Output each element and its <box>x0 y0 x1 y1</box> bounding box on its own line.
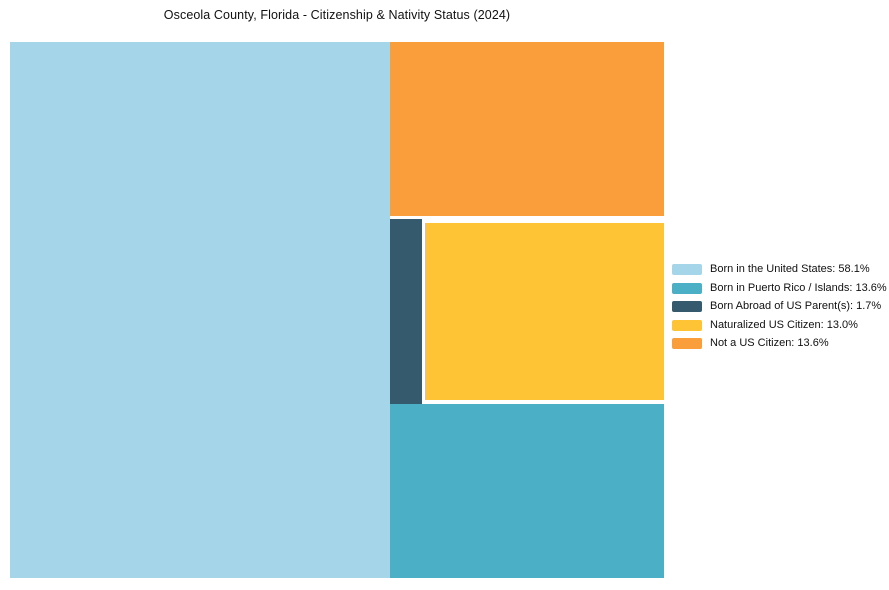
legend-item-born-in-the-united-states: Born in the United States: 58.1% <box>672 264 887 275</box>
legend-label: Not a US Citizen: 13.6% <box>710 337 829 349</box>
legend-swatch-born-abroad-of-us-parent-s <box>672 301 702 312</box>
legend-item-born-abroad-of-us-parent-s: Born Abroad of US Parent(s): 1.7% <box>672 301 887 312</box>
legend-swatch-born-in-puerto-rico-islands <box>672 282 702 294</box>
legend-item-naturalized-us-citizen: Naturalized US Citizen: 13.0% <box>672 318 887 331</box>
legend-swatch-naturalized-us-citizen <box>672 319 702 331</box>
legend-item-born-in-puerto-rico-islands: Born in Puerto Rico / Islands: 13.6% <box>672 281 887 294</box>
treemap-tile-born-in-the-united-states <box>10 42 390 578</box>
treemap-tile-born-in-puerto-rico-islands <box>389 404 664 578</box>
legend-label: Naturalized US Citizen: 13.0% <box>710 318 858 331</box>
legend-swatch-not-a-us-citizen <box>672 338 702 349</box>
legend-swatch-born-in-the-united-states <box>672 264 702 275</box>
legend-label: Born Abroad of US Parent(s): 1.7% <box>710 300 882 312</box>
legend-label: Born in Puerto Rico / Islands: 13.6% <box>710 281 887 294</box>
chart-title: Osceola County, Florida - Citizenship & … <box>163 8 511 22</box>
legend-label: Born in the United States: 58.1% <box>710 263 870 275</box>
treemap-tile-not-a-us-citizen <box>389 42 664 216</box>
legend: Born in the United States: 58.1% Born in … <box>672 264 887 357</box>
treemap-plot <box>10 42 664 578</box>
treemap-tile-naturalized-us-citizen <box>424 222 664 401</box>
legend-item-not-a-us-citizen: Not a US Citizen: 13.6% <box>672 338 887 349</box>
treemap-tile-born-abroad-of-us-parent-s <box>389 218 422 405</box>
